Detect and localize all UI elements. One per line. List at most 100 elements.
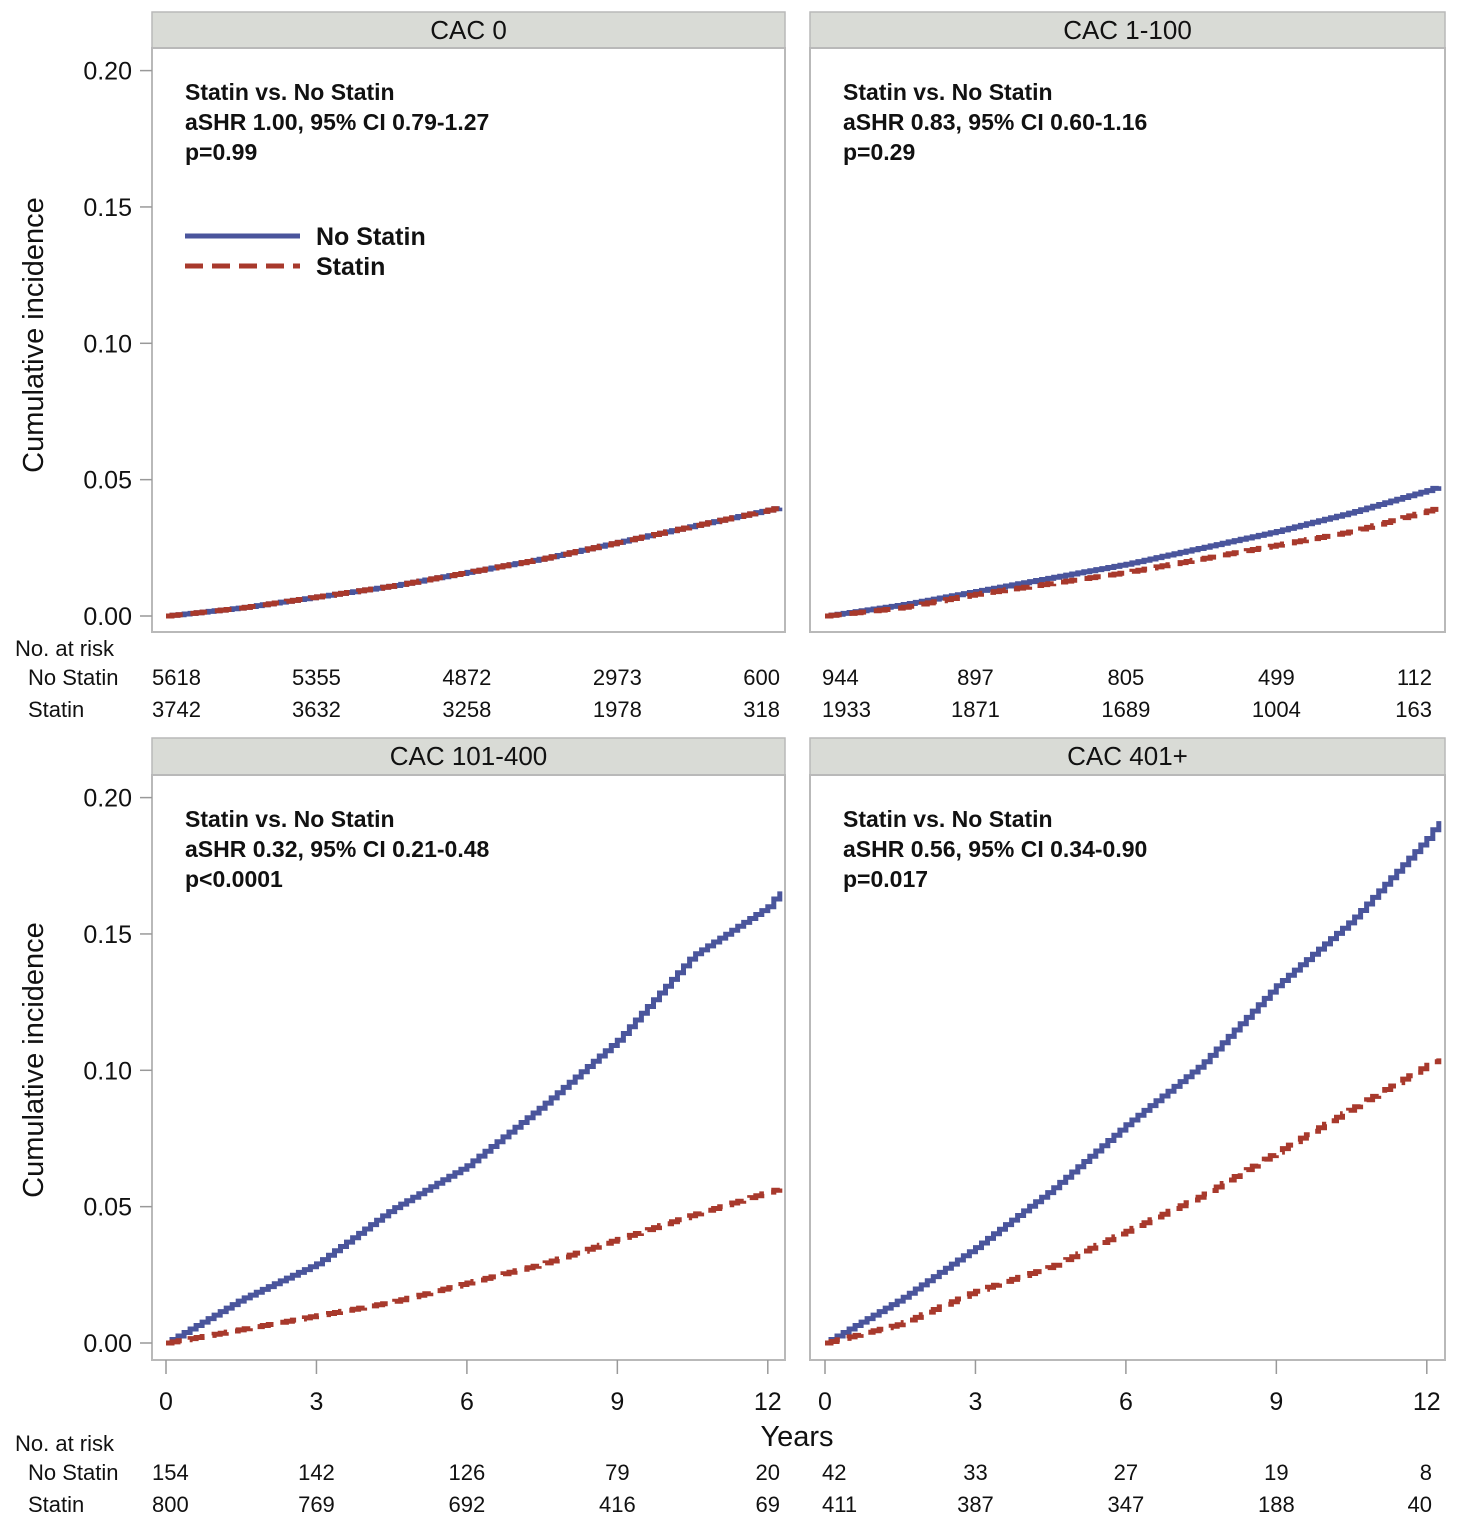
x-tick-label: 0	[818, 1388, 832, 1416]
at-risk-value: 1004	[1252, 697, 1301, 722]
at-risk-value: 3632	[292, 697, 341, 722]
stat-annotation: p<0.0001	[185, 866, 283, 892]
y-tick-label: 0.10	[83, 330, 132, 358]
at-risk-value: 1871	[951, 697, 1000, 722]
y-tick-label: 0.05	[83, 1194, 132, 1222]
series-line-statin	[825, 1058, 1442, 1346]
at-risk-value: 387	[957, 1492, 994, 1517]
at-risk-value: 126	[449, 1460, 486, 1485]
series-line-no-statin	[825, 821, 1442, 1346]
panel-title: CAC 0	[430, 15, 507, 45]
at-risk-value: 800	[152, 1492, 189, 1517]
panel-cac-1-100: CAC 1-100 Statin vs. No Statin aSHR 0.83, …	[809, 11, 1446, 722]
at-risk-value: 33	[963, 1460, 987, 1485]
at-risk-label-statin: Statin	[28, 697, 84, 722]
series-line-statin	[166, 1187, 783, 1346]
at-risk-value: 4872	[442, 665, 491, 690]
at-risk-value: 40	[1408, 1492, 1432, 1517]
at-risk-label-no-statin: No Statin	[28, 1460, 119, 1485]
at-risk-value: 42	[822, 1460, 846, 1485]
at-risk-value: 805	[1108, 665, 1145, 690]
at-risk-value: 1933	[822, 697, 871, 722]
at-risk-value: 69	[756, 1492, 780, 1517]
at-risk-value: 3258	[442, 697, 491, 722]
x-tick-label: 6	[460, 1388, 474, 1416]
panel-title: CAC 101-400	[390, 741, 548, 771]
y-tick-label: 0.05	[83, 467, 132, 495]
x-tick-label: 9	[610, 1388, 624, 1416]
stat-annotation: aSHR 0.32, 95% CI 0.21-0.48	[185, 836, 489, 862]
y-tick-label: 0.00	[83, 603, 132, 631]
at-risk-value: 5618	[152, 665, 201, 690]
y-tick-label: 0.15	[83, 921, 132, 949]
y-tick-label: 0.10	[83, 1057, 132, 1085]
at-risk-value: 769	[298, 1492, 335, 1517]
at-risk-value: 1978	[593, 697, 642, 722]
at-risk-value: 600	[743, 665, 780, 690]
x-tick-label: 6	[1119, 1388, 1133, 1416]
stat-annotation: p=0.29	[843, 139, 915, 165]
panel-header	[809, 11, 1446, 49]
plot-frame	[809, 774, 1446, 1361]
x-axis-label: Years	[760, 1421, 833, 1453]
at-risk-value: 411	[822, 1492, 857, 1517]
at-risk-value: 5355	[292, 665, 341, 690]
at-risk-value: 944	[822, 665, 859, 690]
at-risk-value: 20	[756, 1460, 780, 1485]
y-tick-label: 0.20	[83, 58, 132, 86]
at-risk-value: 79	[605, 1460, 629, 1485]
at-risk-value: 8	[1420, 1460, 1432, 1485]
stat-annotation: Statin vs. No Statin	[843, 806, 1053, 832]
y-axis-label-bottom: Cumulative incidence	[18, 922, 50, 1198]
stat-annotation: aSHR 0.83, 95% CI 0.60-1.16	[843, 109, 1147, 135]
stat-annotation: aSHR 1.00, 95% CI 0.79-1.27	[185, 109, 489, 135]
at-risk-value: 416	[599, 1492, 636, 1517]
plot-frame	[151, 47, 786, 633]
at-risk-value: 1689	[1101, 697, 1150, 722]
at-risk-value: 154	[152, 1460, 189, 1485]
plot-frame	[151, 774, 786, 1361]
stat-annotation: Statin vs. No Statin	[843, 79, 1053, 105]
stat-annotation: Statin vs. No Statin	[185, 806, 395, 832]
at-risk-label-no-statin: No Statin	[28, 665, 119, 690]
series-line-no-statin	[825, 485, 1442, 619]
panel-title: CAC 401+	[1067, 741, 1188, 771]
at-risk-value: 112	[1397, 665, 1432, 690]
panel-cac-0: CAC 0 0.00 0.05 0.10 0.15 0.20 Statin vs. No S…	[15, 11, 786, 722]
panel-title: CAC 1-100	[1063, 15, 1192, 45]
x-tick-label: 12	[754, 1388, 782, 1416]
stat-annotation: aSHR 0.56, 95% CI 0.34-0.90	[843, 836, 1147, 862]
at-risk-value: 692	[449, 1492, 486, 1517]
at-risk-value: 163	[1395, 697, 1432, 722]
at-risk-value: 188	[1258, 1492, 1295, 1517]
series-line-no-statin	[166, 506, 783, 619]
at-risk-value: 347	[1108, 1492, 1145, 1517]
x-tick-label: 12	[1413, 1388, 1441, 1416]
legend-label: No Statin	[316, 223, 426, 251]
stat-annotation: p=0.017	[843, 866, 928, 892]
x-tick-label: 9	[1269, 1388, 1283, 1416]
y-tick-label: 0.15	[83, 194, 132, 222]
x-tick-label: 0	[159, 1388, 173, 1416]
series-line-statin	[166, 506, 783, 619]
plot-frame	[809, 47, 1446, 633]
panel-header	[809, 737, 1446, 776]
at-risk-value: 499	[1258, 665, 1295, 690]
at-risk-value: 3742	[152, 697, 201, 722]
y-axis-label-top: Cumulative incidence	[18, 197, 50, 473]
at-risk-title: No. at risk	[15, 1431, 115, 1456]
at-risk-value: 142	[298, 1460, 335, 1485]
x-tick-label: 3	[968, 1388, 982, 1416]
panel-cac-401-: CAC 401+ 0 3 6 9 12 Statin vs. No Statin aSHR 0…	[809, 737, 1446, 1517]
at-risk-value: 2973	[593, 665, 642, 690]
at-risk-label-statin: Statin	[28, 1492, 84, 1517]
at-risk-value: 19	[1264, 1460, 1288, 1485]
legend-label: Statin	[316, 253, 385, 281]
at-risk-value: 897	[957, 665, 994, 690]
panel-header	[151, 11, 786, 49]
y-tick-label: 0.20	[83, 785, 132, 813]
stat-annotation: p=0.99	[185, 139, 257, 165]
